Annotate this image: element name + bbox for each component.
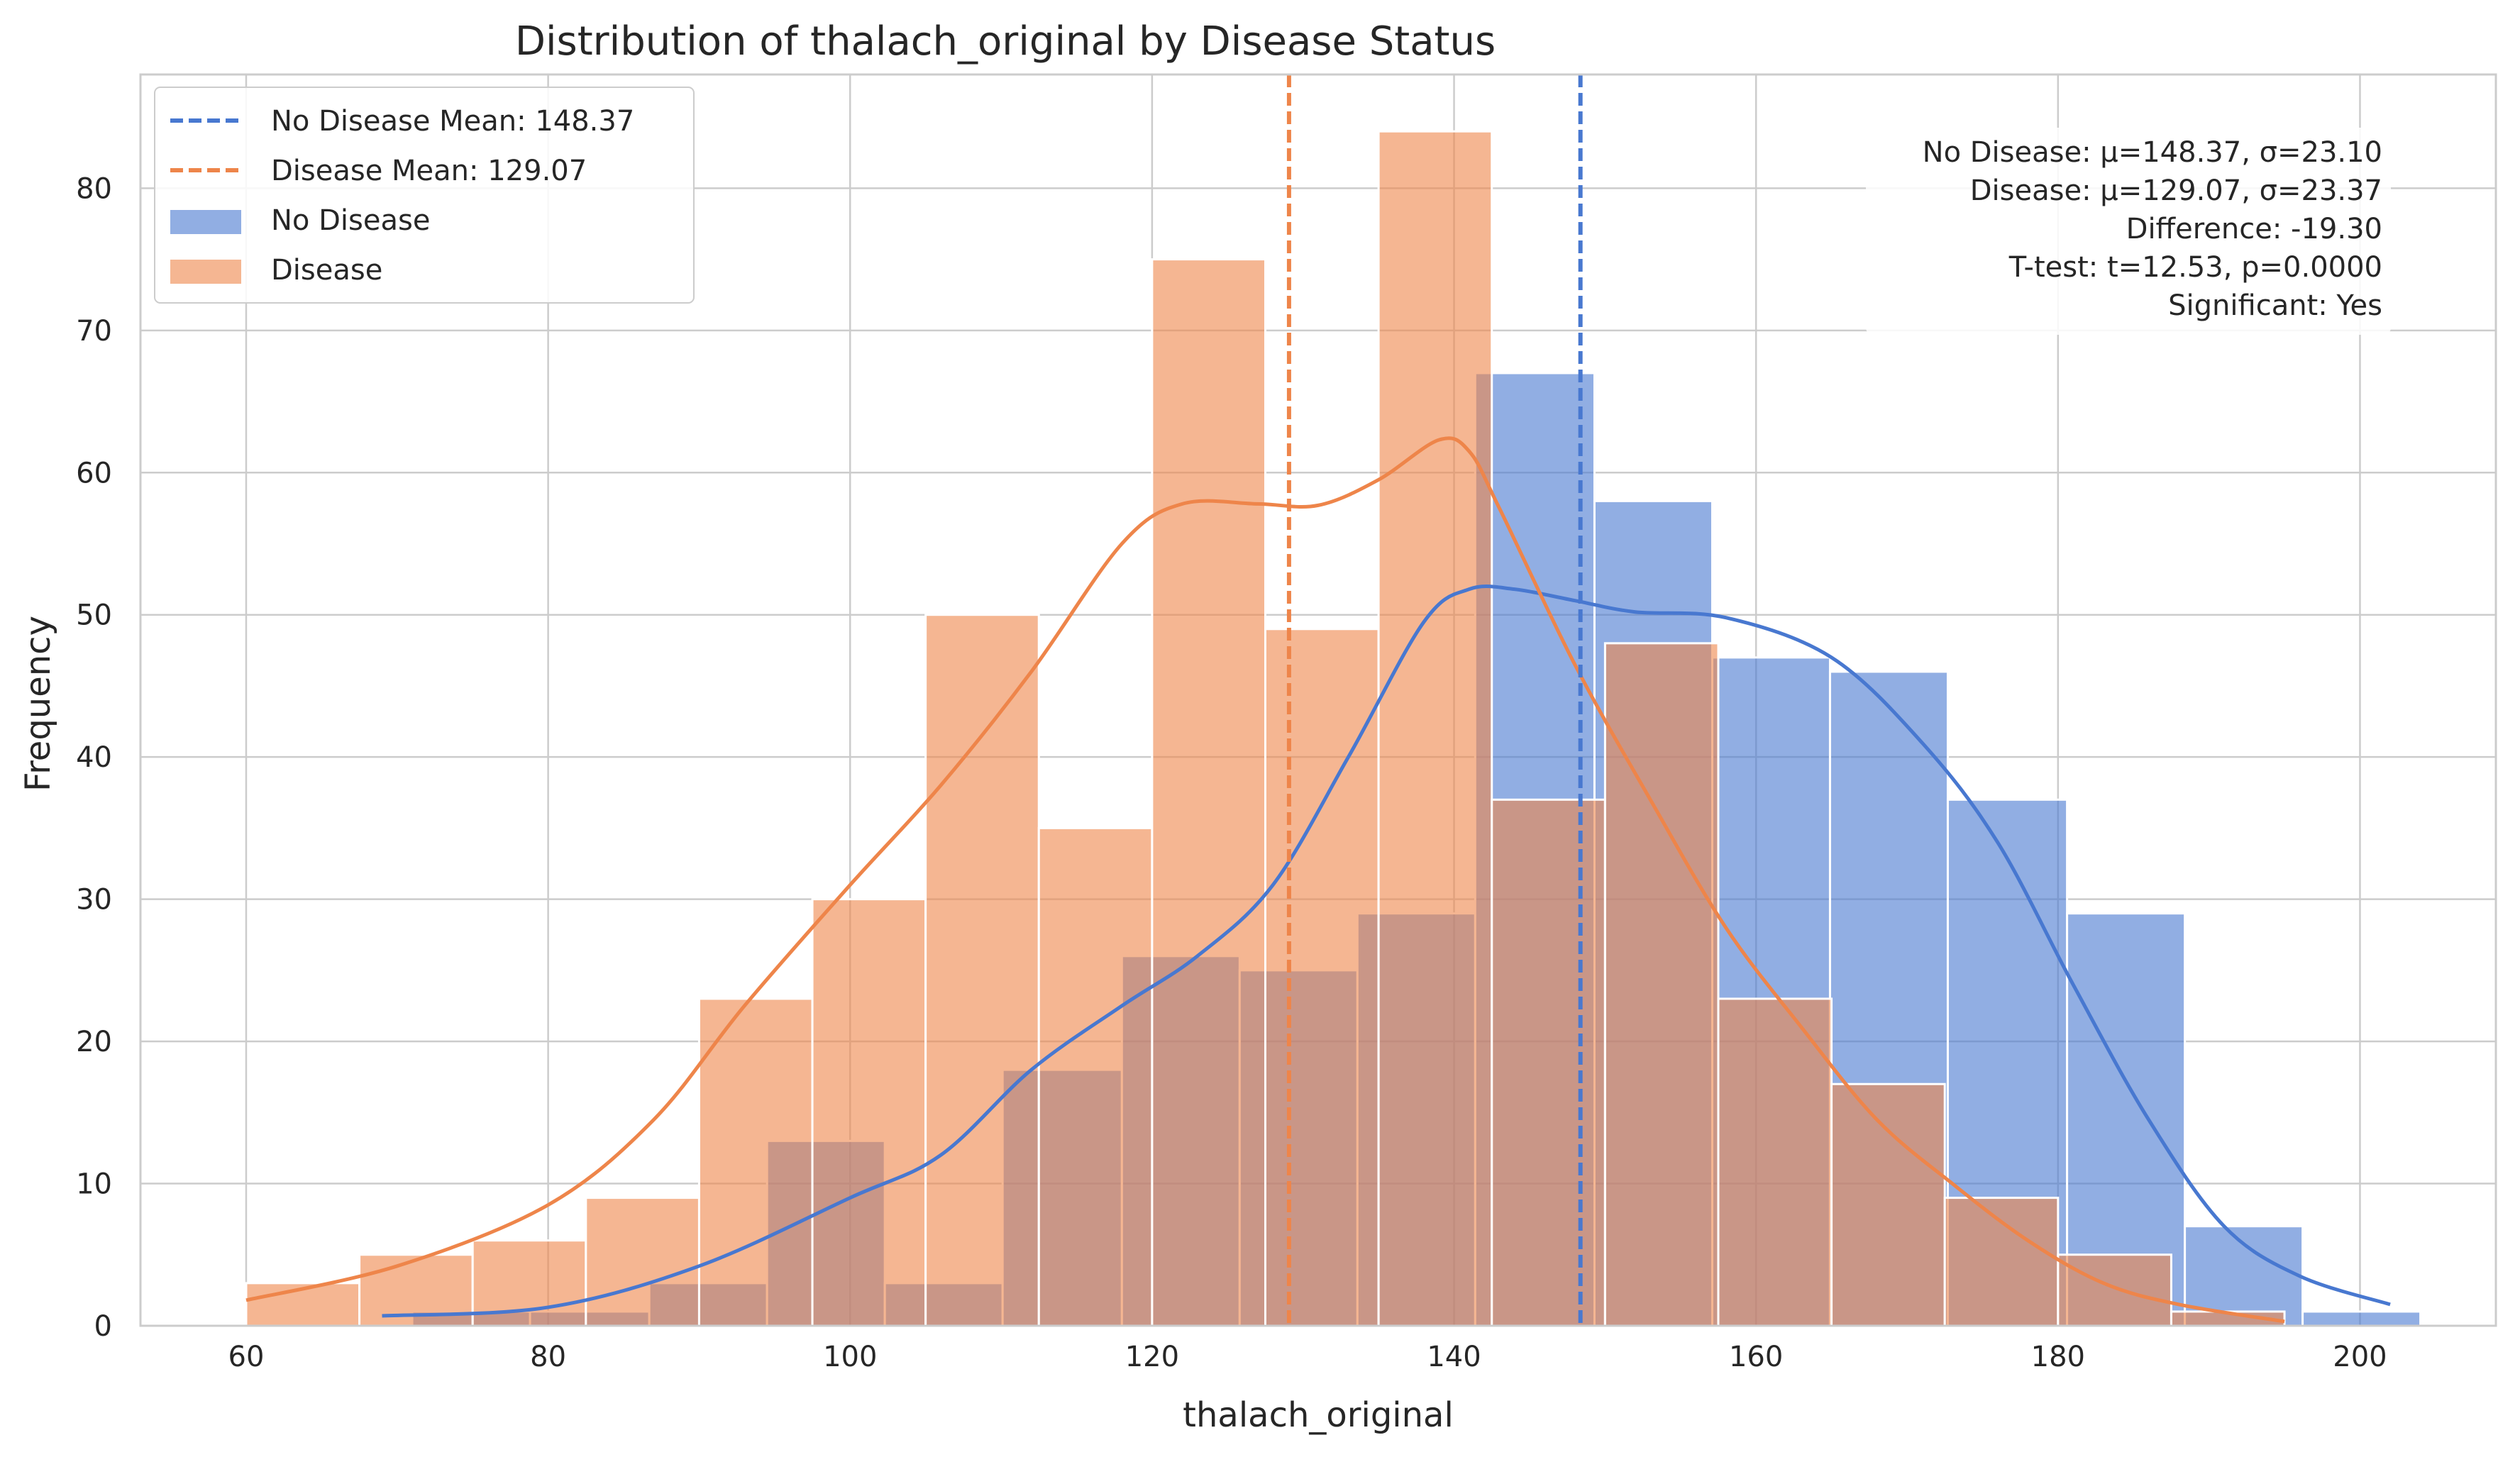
bar-disease xyxy=(585,1197,700,1327)
y-tick-label: 0 xyxy=(94,1310,112,1343)
y-tick-label: 30 xyxy=(76,884,112,916)
y-tick-label: 40 xyxy=(76,741,112,774)
legend-label-disease-mean: Disease Mean: 129.07 xyxy=(271,155,587,187)
legend-label-no-disease-mean: No Disease Mean: 148.37 xyxy=(271,105,634,138)
chart-title: Distribution of thalach_original by Dise… xyxy=(515,18,1496,65)
x-tick-label: 80 xyxy=(530,1341,566,1373)
stats-line-t-test: T-test: t=12.53, p=0.0000 xyxy=(2008,251,2382,284)
bar-disease xyxy=(1377,130,1493,1327)
bar-disease xyxy=(1830,1082,1946,1327)
legend-swatch-disease xyxy=(170,260,241,284)
bar-disease xyxy=(2057,1253,2172,1327)
bar-disease xyxy=(1037,826,1154,1327)
x-tick-label: 120 xyxy=(1125,1341,1179,1373)
y-axis-label: Frequency xyxy=(18,616,58,792)
x-tick-label: 180 xyxy=(2031,1341,2085,1373)
stats-line-difference: Difference: -19.30 xyxy=(2126,213,2382,245)
y-tick-label: 80 xyxy=(76,172,112,205)
kde-no-disease xyxy=(382,585,2391,1318)
y-tick-label: 70 xyxy=(76,315,112,348)
x-axis-ticks: 60 80 100 120 140 160 180 200 xyxy=(228,1341,2387,1373)
axes-border xyxy=(139,73,2497,1327)
x-tick-label: 140 xyxy=(1427,1341,1481,1373)
legend-label-disease: Disease xyxy=(271,254,382,287)
stats-line-no-disease: No Disease: μ=148.37, σ=23.10 xyxy=(1923,136,2382,169)
x-tick-label: 60 xyxy=(228,1341,265,1373)
x-tick-label: 200 xyxy=(2333,1341,2387,1373)
bar-disease xyxy=(1491,798,1606,1327)
x-tick-label: 160 xyxy=(1729,1341,1783,1373)
y-tick-label: 50 xyxy=(76,599,112,632)
legend-label-no-disease: No Disease xyxy=(271,204,430,237)
histogram-bars xyxy=(245,130,2422,1327)
y-tick-label: 10 xyxy=(76,1168,112,1201)
kde-disease xyxy=(245,436,2285,1324)
stats-line-disease: Disease: μ=129.07, σ=23.37 xyxy=(1970,174,2382,207)
stats-box-background xyxy=(1866,128,2391,335)
bar-disease xyxy=(811,898,927,1327)
axes-frame xyxy=(139,73,2497,1327)
kde-curves xyxy=(245,436,2391,1324)
legend-box xyxy=(154,87,695,304)
y-axis-ticks: 0 10 20 30 40 50 60 70 80 xyxy=(76,172,112,1343)
bar-disease xyxy=(924,614,1040,1327)
bar-disease xyxy=(1603,642,1720,1327)
bar-no-disease xyxy=(2301,1310,2422,1327)
stats-line-significant: Significant: Yes xyxy=(2168,289,2382,322)
legend: No Disease Mean: 148.37 Disease Mean: 12… xyxy=(154,87,695,304)
x-axis-label: thalach_original xyxy=(1183,1395,1454,1435)
bar-disease xyxy=(697,997,814,1327)
y-tick-label: 60 xyxy=(76,457,112,489)
legend-swatch-no-disease xyxy=(170,210,241,234)
mean-lines xyxy=(1286,74,1583,1326)
bar-disease xyxy=(1151,258,1267,1327)
bar-disease xyxy=(1943,1197,2060,1327)
x-tick-label: 100 xyxy=(823,1341,877,1373)
y-tick-label: 20 xyxy=(76,1026,112,1058)
stats-box: No Disease: μ=148.37, σ=23.10 Disease: μ… xyxy=(1866,128,2391,335)
bar-disease xyxy=(1264,628,1380,1327)
bar-disease xyxy=(1717,997,1833,1327)
